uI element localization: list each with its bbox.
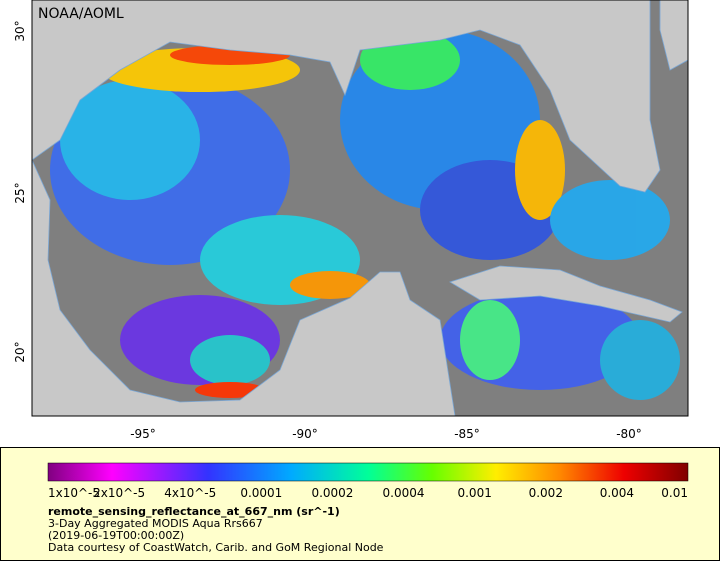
- colorbar: [47, 462, 689, 482]
- colorbar-label: 4x10^-5: [164, 486, 216, 500]
- legend-dataset: 3-Day Aggregated MODIS Aqua Rrs667: [48, 517, 263, 530]
- legend-credit: Data courtesy of CoastWatch, Carib. and …: [48, 541, 384, 554]
- lon-label: -90°: [292, 427, 318, 441]
- lat-label: 30°: [13, 20, 27, 41]
- lat-label: 25°: [13, 182, 27, 203]
- colorbar-label: 1x10^-5: [48, 486, 100, 500]
- colorbar-label: 2x10^-5: [93, 486, 145, 500]
- legend-time: (2019-06-19T00:00:00Z): [48, 529, 184, 542]
- colorbar-label: 0.004: [600, 486, 634, 500]
- legend-variable: remote_sensing_reflectance_at_667_nm (sr…: [48, 505, 340, 518]
- map-credit: NOAA/AOML: [38, 6, 124, 22]
- lat-axis: 30° 25° 20°: [13, 20, 27, 362]
- colorbar-label: 0.0004: [383, 486, 425, 500]
- lon-label: -85°: [454, 427, 480, 441]
- colorbar-label: 0.001: [457, 486, 491, 500]
- reflectance-field: [50, 30, 680, 400]
- lon-label: -80°: [616, 427, 642, 441]
- lon-axis: -95° -90° -85° -80°: [130, 427, 642, 441]
- colorbar-label: 0.0001: [240, 486, 282, 500]
- land: [32, 0, 688, 416]
- colorbar-label: 0.002: [529, 486, 563, 500]
- map-frame: [31, 0, 689, 417]
- lat-label: 20°: [13, 341, 27, 362]
- map: [32, 0, 688, 416]
- colorbar-label: 0.01: [661, 486, 688, 500]
- colorbar-label: 0.0002: [311, 486, 353, 500]
- lon-label: -95°: [130, 427, 156, 441]
